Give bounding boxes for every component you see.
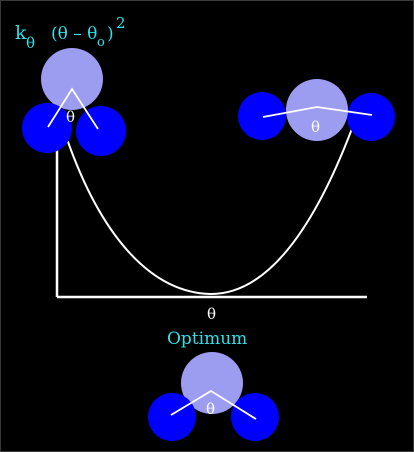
left-atom: [238, 92, 286, 140]
formula-open: (θ – θ: [51, 24, 97, 44]
x-axis-label: θ: [207, 305, 216, 323]
bent-molecule: θ: [22, 48, 126, 156]
linear-molecule: θ: [238, 79, 395, 141]
bent-angle-label: θ: [66, 108, 75, 126]
formula-k-subscript: θ: [26, 34, 35, 52]
center-atom: [41, 48, 103, 110]
right-atom: [231, 393, 279, 441]
linear-angle-label: θ: [311, 118, 320, 136]
optimum-molecule: θ: [148, 352, 279, 441]
formula: k θ (θ – θ o ) 2: [15, 14, 126, 52]
formula-close: ): [107, 24, 114, 44]
right-atom: [347, 93, 395, 141]
formula-exponent: 2: [116, 14, 126, 32]
optimum-label: Optimum: [167, 329, 247, 349]
optimum-angle-label: θ: [206, 400, 215, 418]
left-atom: [148, 393, 196, 441]
formula-theta0-subscript: o: [97, 35, 105, 50]
left-atom: [22, 103, 72, 153]
right-atom: [76, 106, 126, 156]
